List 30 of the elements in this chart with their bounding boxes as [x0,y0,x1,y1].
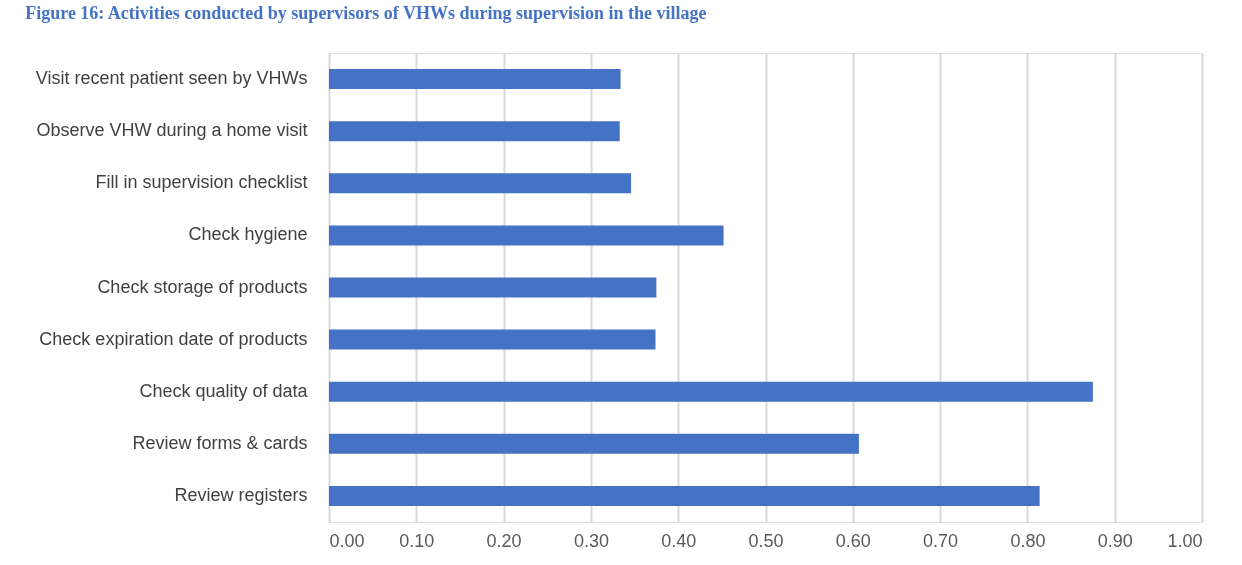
bar [329,433,859,454]
bar [329,121,620,142]
bar [329,69,621,90]
x-tick-label: 0.00 [329,530,365,551]
y-tick-label: Review registers [174,484,308,505]
bar [329,485,1040,506]
x-tick-label: 0.30 [573,530,609,551]
bar [329,381,1093,402]
y-tick-label: Fill in supervision checklist [95,172,308,193]
y-tick-label: Check quality of data [139,380,309,401]
x-tick-label: 0.80 [1010,530,1046,551]
x-tick-label: 0.70 [923,530,959,551]
x-tick-label: 0.40 [661,530,697,551]
x-tick-label: 0.50 [748,530,784,551]
y-tick-label: Observe VHW during a home visit [36,120,308,141]
y-tick-label: Visit recent patient seen by VHWs [35,68,308,89]
chart-title: Figure 16: Activities conducted by supervisors of VHWs during supervision in the village [25,3,707,23]
y-tick-label: Check storage of products [97,276,308,297]
bar [329,225,724,246]
x-tick-label: 0.90 [1097,530,1133,551]
x-tick-label: 1.00 [1167,530,1203,551]
y-tick-label: Check expiration date of products [39,328,308,349]
y-tick-label: Review forms & cards [132,432,308,453]
x-tick-label: 0.10 [399,530,435,551]
bar [329,173,632,194]
x-tick-label: 0.60 [835,530,871,551]
y-tick-label: Check hygiene [188,224,308,245]
bar [329,329,656,350]
bar [329,277,657,298]
x-tick-label: 0.20 [486,530,522,551]
